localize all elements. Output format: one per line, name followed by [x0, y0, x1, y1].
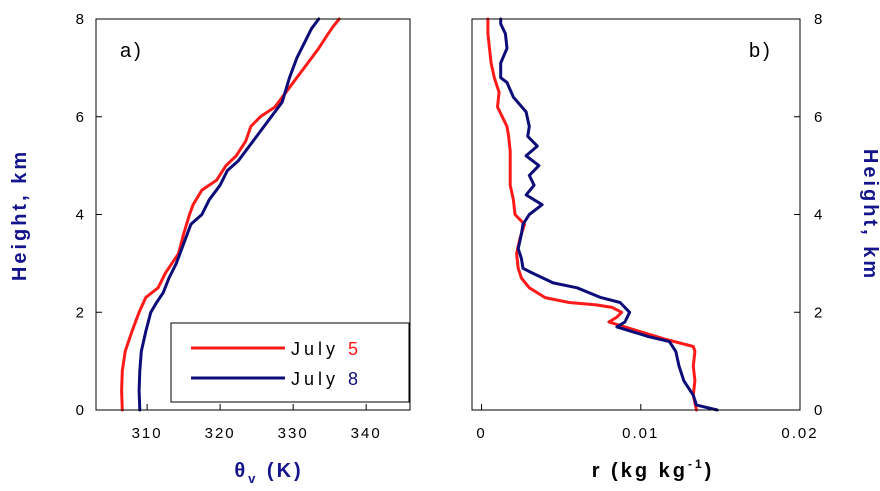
panel-b-y-tick-label: 2	[814, 304, 824, 321]
panel-a: 310 320 330 340 0 2 4 6 8 a) Height, km θv (K) J…	[9, 11, 411, 486]
legend-july8-text: July	[291, 369, 348, 389]
panel-a-x-tick-label: 310	[132, 425, 163, 442]
panel-b-y-tick-label: 0	[814, 402, 824, 419]
legend: July 5 July 8	[170, 322, 410, 403]
panel-b-y-tick-label: 8	[814, 11, 824, 28]
theta-symbol: θ	[234, 460, 248, 482]
panel-a-series-july-5	[120, 17, 341, 412]
x-axis-main: r (kg kg	[592, 460, 688, 482]
panel-a-y-tick-label: 8	[76, 11, 86, 28]
panel-a-label: a)	[120, 40, 144, 62]
panel-a-y-tick-label: 6	[76, 109, 86, 126]
legend-july5-text: July	[291, 339, 348, 359]
panel-a-x-tick-label: 320	[205, 425, 236, 442]
panel-b-series-july-8	[499, 17, 719, 412]
x-axis-close: )	[705, 460, 715, 482]
panel-a-x-axis-title: θv (K)	[234, 460, 303, 486]
legend-july5-number: 5	[348, 339, 362, 359]
panel-a-tick-labels: 310 320 330 340 0 2 4 6 8	[76, 11, 382, 442]
panel-a-y-tick-label: 0	[76, 402, 86, 419]
theta-subscript: v	[248, 471, 258, 486]
panel-b: 0 0.01 0.02 0 2 4 6 8 b) Height, km r (kg kg-1)	[471, 11, 880, 482]
panel-a-y-axis-title: Height, km	[9, 149, 31, 281]
panel-a-lines	[120, 17, 341, 412]
panel-b-y-tick-label: 4	[814, 207, 824, 224]
legend-july8-number: 8	[348, 369, 362, 389]
legend-box	[170, 322, 410, 403]
panel-b-y-axis-title: Height, km	[859, 149, 880, 281]
panel-b-x-tick-label: 0.01	[622, 425, 659, 442]
legend-label-july8: July 8	[291, 369, 362, 389]
x-axis-superscript: -1	[688, 457, 705, 471]
panel-b-label: b)	[749, 40, 773, 62]
panel-b-series-july-5	[486, 17, 698, 412]
panel-a-y-tick-label: 2	[76, 304, 86, 321]
panel-b-frame	[471, 18, 801, 411]
panel-b-y-tick-label: 6	[814, 109, 824, 126]
panel-a-x-tick-label: 340	[351, 425, 382, 442]
x-axis-unit: (K)	[258, 460, 303, 482]
legend-label-july5: July 5	[291, 339, 362, 359]
panel-a-series-july-8	[137, 17, 321, 412]
panel-a-y-tick-label: 4	[76, 207, 86, 224]
panel-b-x-tick-label: 0.02	[781, 425, 818, 442]
panel-b-tick-labels: 0 0.01 0.02 0 2 4 6 8	[476, 11, 824, 442]
panel-a-frame	[95, 18, 411, 411]
panel-b-lines	[486, 17, 719, 412]
panel-b-x-tick-label: 0	[476, 425, 486, 442]
panel-b-x-axis-title: r (kg kg-1)	[592, 457, 715, 482]
panel-a-x-tick-label: 330	[278, 425, 309, 442]
